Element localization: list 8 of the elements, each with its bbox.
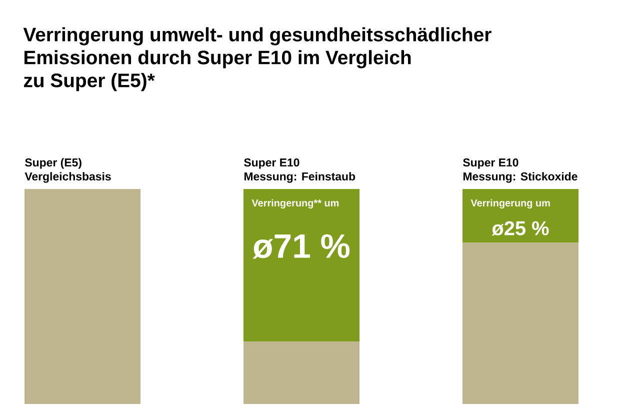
annotation: Verringerung um xyxy=(470,199,550,209)
x-tick-label: Super (E5) Vergleichsbasis xyxy=(24,158,111,183)
annotation: ø25 % xyxy=(492,221,549,236)
annotation: ø71 % xyxy=(252,234,350,259)
x-tick-label: Super E10 Messung: Stickoxide xyxy=(463,158,578,183)
chart-title: Verringerung umwelt- und gesundheitsschädlicher Emissionen durch Super E10 im Vergleich zu Super (E5)* xyxy=(23,27,492,92)
x-tick-label: Super E10 Messung: Feinstaub xyxy=(244,158,356,183)
annotation: Verringerung** um xyxy=(252,199,339,209)
